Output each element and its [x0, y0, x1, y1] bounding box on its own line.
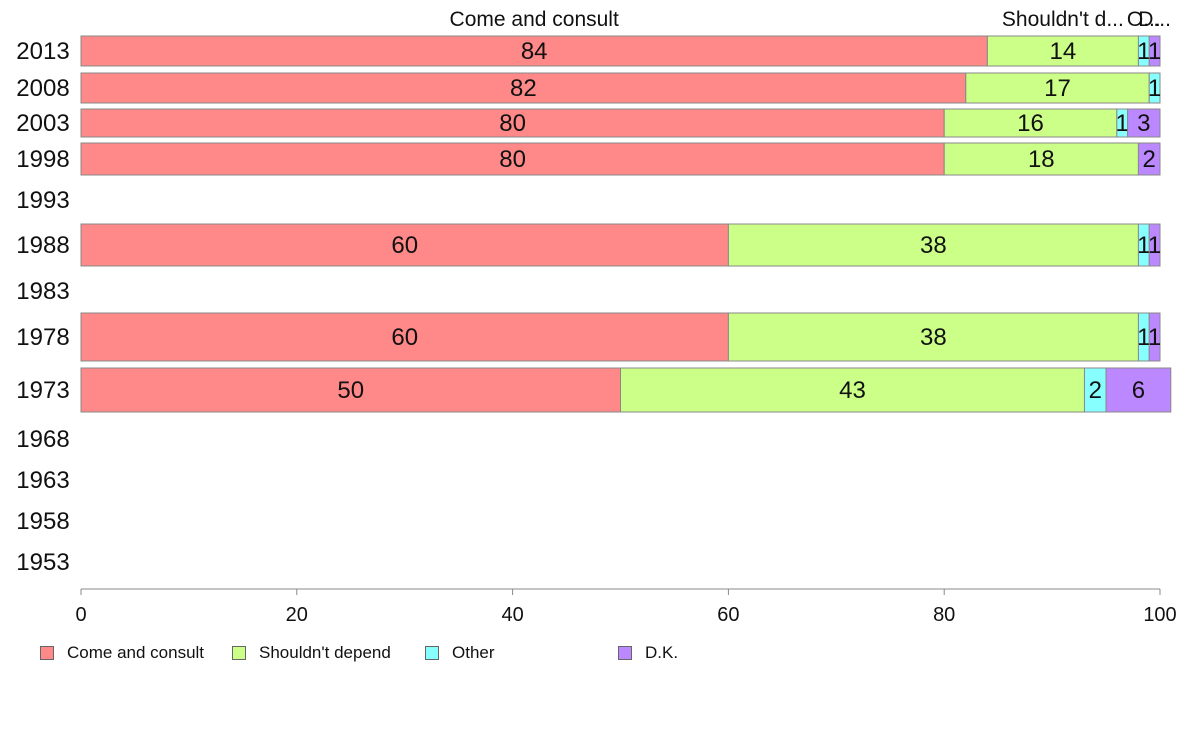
bar-value-label: 80	[499, 110, 526, 137]
top-segment-label: Come and consult	[450, 8, 619, 31]
bar-segment	[80, 35, 988, 67]
x-tick-label: 80	[933, 604, 955, 626]
bar-value-label: 1	[1148, 75, 1161, 102]
bar-segment	[727, 223, 1139, 267]
x-tick-label: 60	[717, 604, 739, 626]
bar-segment	[943, 142, 1139, 176]
y-tick-label: 2013	[16, 38, 69, 65]
bar-value-label: 1	[1116, 110, 1129, 137]
bar-segment	[1148, 72, 1161, 104]
legend-label: Come and consult	[67, 643, 205, 662]
bar-value-label: 1	[1137, 324, 1150, 351]
legend-item-come-and-consult: Come and consult	[40, 643, 204, 663]
y-tick-label: 1958	[16, 508, 69, 535]
bar-value-label: 80	[499, 146, 526, 173]
y-tick-label: 2003	[16, 110, 69, 137]
bar-value-label: 16	[1017, 110, 1044, 137]
y-tick-label: 1978	[16, 324, 69, 351]
y-tick-label: 1983	[16, 278, 69, 305]
legend-swatch	[232, 646, 246, 660]
x-tick-label: 40	[501, 604, 523, 626]
bar-value-label: 1	[1137, 232, 1150, 259]
legend-label: Other	[452, 643, 495, 662]
legend-label: D.K.	[645, 643, 679, 662]
y-tick-label: 1968	[16, 426, 69, 453]
bar-value-label: 1	[1137, 38, 1150, 65]
bar-segment	[80, 367, 621, 413]
y-tick-label: 1963	[16, 467, 69, 494]
bar-value-label: 1	[1148, 38, 1161, 65]
bar-value-label: 2	[1089, 377, 1102, 404]
bar-segment	[80, 142, 945, 176]
y-tick-label: 2008	[16, 75, 69, 102]
bar-segment	[620, 367, 1085, 413]
bar-segment	[943, 108, 1118, 138]
bar-segment	[1148, 223, 1161, 267]
bar-segment	[986, 35, 1139, 67]
y-tick-label: 1953	[16, 549, 69, 576]
bar-value-label: 84	[521, 38, 548, 65]
bar-value-label: 50	[337, 377, 364, 404]
legend-item-other: Other	[425, 643, 495, 663]
x-tick-label: 20	[286, 604, 308, 626]
y-tick-label: 1973	[16, 377, 69, 404]
legend-swatch	[425, 646, 439, 660]
bar-segment	[1148, 35, 1161, 67]
bar-segment	[727, 312, 1139, 362]
bar-value-label: 38	[920, 232, 947, 259]
bar-value-label: 60	[391, 232, 418, 259]
y-tick-label: 1993	[16, 187, 69, 214]
bar-value-label: 43	[839, 377, 866, 404]
y-tick-label: 1988	[16, 232, 69, 259]
bar-segment	[1137, 142, 1161, 176]
bar-segment	[1148, 312, 1161, 362]
legend-item-shouldnt-depend: Shouldn't depend	[232, 643, 391, 663]
top-segment-label: O...	[1127, 8, 1161, 31]
bar-value-label: 1	[1148, 232, 1161, 259]
bar-value-label: 38	[920, 324, 947, 351]
bar-value-label: 6	[1132, 377, 1145, 404]
x-tick-label: 100	[1143, 604, 1176, 626]
bar-segment	[80, 72, 967, 104]
legend-swatch	[40, 646, 54, 660]
bar-value-label: 2	[1143, 146, 1156, 173]
legend-item-dk: D.K.	[618, 643, 678, 663]
bar-segment	[1127, 108, 1161, 138]
bar-segment	[80, 312, 729, 362]
bar-segment	[80, 108, 945, 138]
bar-value-label: 82	[510, 75, 537, 102]
bar-value-label: 17	[1044, 75, 1071, 102]
legend-label: Shouldn't depend	[259, 643, 391, 662]
bar-value-label: 14	[1050, 38, 1077, 65]
top-segment-label: D...	[1138, 8, 1171, 31]
bar-value-label: 1	[1148, 324, 1161, 351]
x-tick-label: 0	[75, 604, 86, 626]
y-tick-label: 1998	[16, 146, 69, 173]
bar-segment	[80, 223, 729, 267]
bar-value-label: 3	[1137, 110, 1150, 137]
legend: Come and consult Shouldn't depend Other …	[40, 643, 1140, 665]
bar-value-label: 18	[1028, 146, 1055, 173]
top-segment-label: Shouldn't d...	[1002, 8, 1124, 31]
bar-value-label: 60	[391, 324, 418, 351]
bar-segment	[1105, 367, 1172, 413]
legend-swatch	[618, 646, 632, 660]
